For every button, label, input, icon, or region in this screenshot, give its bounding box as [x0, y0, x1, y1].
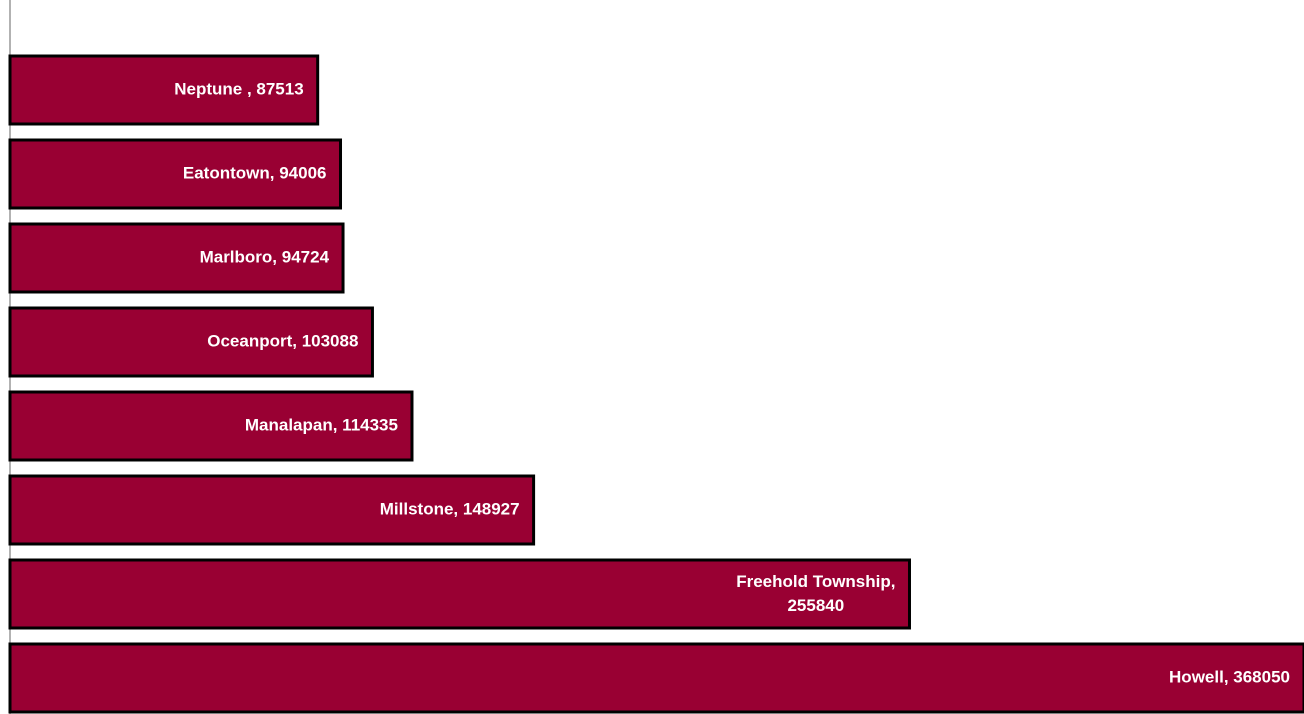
data-label: Howell, 368050 — [1169, 667, 1290, 686]
bar — [8, 642, 1304, 714]
data-label: Neptune , 87513 — [174, 79, 303, 98]
bar — [8, 558, 911, 630]
bar — [8, 222, 345, 294]
bar — [8, 390, 414, 462]
data-label: Oceanport, 103088 — [207, 331, 358, 350]
bar — [8, 474, 536, 546]
data-label: Millstone, 148927 — [380, 499, 520, 518]
data-label: Manalapan, 114335 — [245, 415, 398, 434]
bar — [8, 138, 343, 210]
data-label: Eatontown, 94006 — [183, 163, 327, 182]
bar — [8, 54, 320, 126]
bar — [8, 306, 374, 378]
data-label: Marlboro, 94724 — [200, 247, 330, 266]
data-label-line: 255840 — [787, 596, 844, 615]
data-label-line: Freehold Township, — [736, 572, 895, 591]
data-label: Freehold Township, 255840 — [736, 572, 895, 615]
